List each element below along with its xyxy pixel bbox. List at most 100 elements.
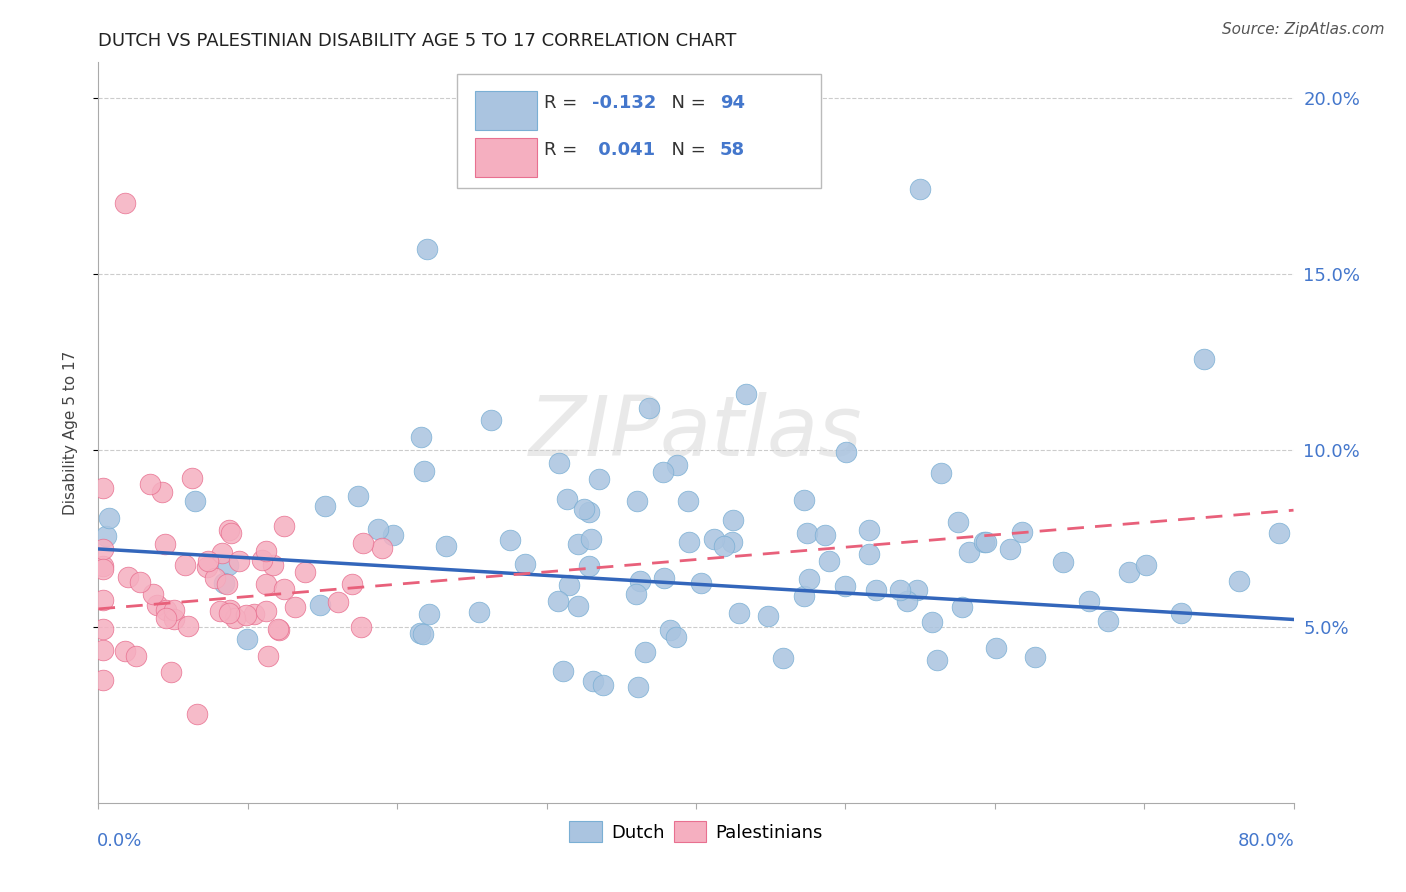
Point: [929, 467, 952, 481]
Point: [217, 558, 239, 572]
Point: [235, 608, 257, 623]
Point: [634, 645, 657, 659]
Point: [581, 532, 603, 546]
Point: [1170, 606, 1192, 620]
Point: [284, 599, 307, 614]
Point: [651, 465, 673, 479]
Point: [1011, 524, 1033, 539]
Point: [813, 528, 835, 542]
Point: [582, 674, 605, 689]
Point: [314, 499, 336, 513]
Point: [481, 413, 503, 427]
Y-axis label: Disability Age 5 to 17: Disability Age 5 to 17: [63, 351, 77, 515]
Point: [772, 651, 794, 665]
Point: [957, 545, 980, 559]
Point: [703, 532, 725, 546]
Point: [513, 557, 536, 571]
Point: [567, 537, 589, 551]
Point: [347, 489, 370, 503]
Point: [91, 481, 114, 495]
Point: [215, 577, 238, 591]
Point: [162, 612, 184, 626]
Point: [267, 622, 290, 636]
Point: [796, 525, 818, 540]
Point: [163, 603, 186, 617]
Point: [125, 648, 148, 663]
Point: [721, 513, 744, 527]
Point: [91, 673, 114, 687]
Point: [925, 652, 948, 666]
Point: [592, 677, 614, 691]
Point: [409, 430, 432, 444]
Point: [342, 577, 364, 591]
Point: [269, 623, 291, 637]
Text: R =: R =: [544, 141, 583, 159]
Point: [468, 605, 491, 619]
Point: [243, 607, 266, 621]
Point: [1118, 565, 1140, 579]
Point: [713, 539, 735, 553]
Legend: Dutch, Palestinians: Dutch, Palestinians: [562, 814, 830, 849]
Point: [689, 576, 711, 591]
Text: DUTCH VS PALESTINIAN DISABILITY AGE 5 TO 17 CORRELATION CHART: DUTCH VS PALESTINIAN DISABILITY AGE 5 TO…: [98, 32, 737, 50]
Point: [1097, 614, 1119, 628]
Point: [91, 559, 114, 574]
Point: [896, 594, 918, 608]
Point: [578, 505, 600, 519]
Point: [665, 630, 688, 644]
Point: [973, 535, 995, 549]
Point: [218, 606, 240, 620]
Point: [262, 558, 284, 572]
Text: N =: N =: [661, 141, 711, 159]
Point: [412, 626, 434, 640]
Point: [666, 458, 689, 472]
Point: [254, 577, 277, 591]
Point: [547, 593, 569, 607]
Point: [735, 387, 758, 401]
Point: [974, 534, 997, 549]
Text: 0.0%: 0.0%: [97, 832, 142, 850]
Point: [558, 577, 581, 591]
Point: [350, 620, 373, 634]
Point: [91, 562, 114, 576]
Point: [273, 519, 295, 533]
Point: [627, 681, 650, 695]
Point: [793, 493, 815, 508]
Point: [218, 603, 240, 617]
Point: [676, 493, 699, 508]
Point: [889, 582, 911, 597]
Point: [155, 603, 177, 617]
Point: [183, 494, 205, 508]
Point: [150, 485, 173, 500]
Point: [139, 477, 162, 491]
Point: [250, 553, 273, 567]
Point: [567, 599, 589, 613]
Text: 80.0%: 80.0%: [1237, 832, 1295, 850]
Point: [218, 524, 240, 538]
Point: [371, 541, 394, 555]
Point: [835, 444, 858, 458]
Point: [209, 604, 232, 618]
Point: [352, 536, 374, 550]
Point: [434, 539, 457, 553]
Point: [294, 565, 316, 579]
Point: [381, 527, 404, 541]
Point: [416, 242, 439, 256]
Point: [638, 401, 661, 415]
Point: [624, 587, 647, 601]
Point: [367, 522, 389, 536]
Text: -0.132: -0.132: [592, 94, 657, 112]
Point: [114, 196, 136, 211]
Point: [834, 579, 856, 593]
Point: [721, 535, 744, 549]
Point: [228, 554, 250, 568]
FancyBboxPatch shape: [475, 91, 537, 129]
Point: [142, 587, 165, 601]
Point: [155, 611, 177, 625]
Point: [1267, 526, 1289, 541]
Point: [254, 544, 277, 558]
Point: [155, 536, 177, 550]
Point: [273, 582, 295, 596]
Point: [177, 619, 200, 633]
Point: [578, 558, 600, 573]
